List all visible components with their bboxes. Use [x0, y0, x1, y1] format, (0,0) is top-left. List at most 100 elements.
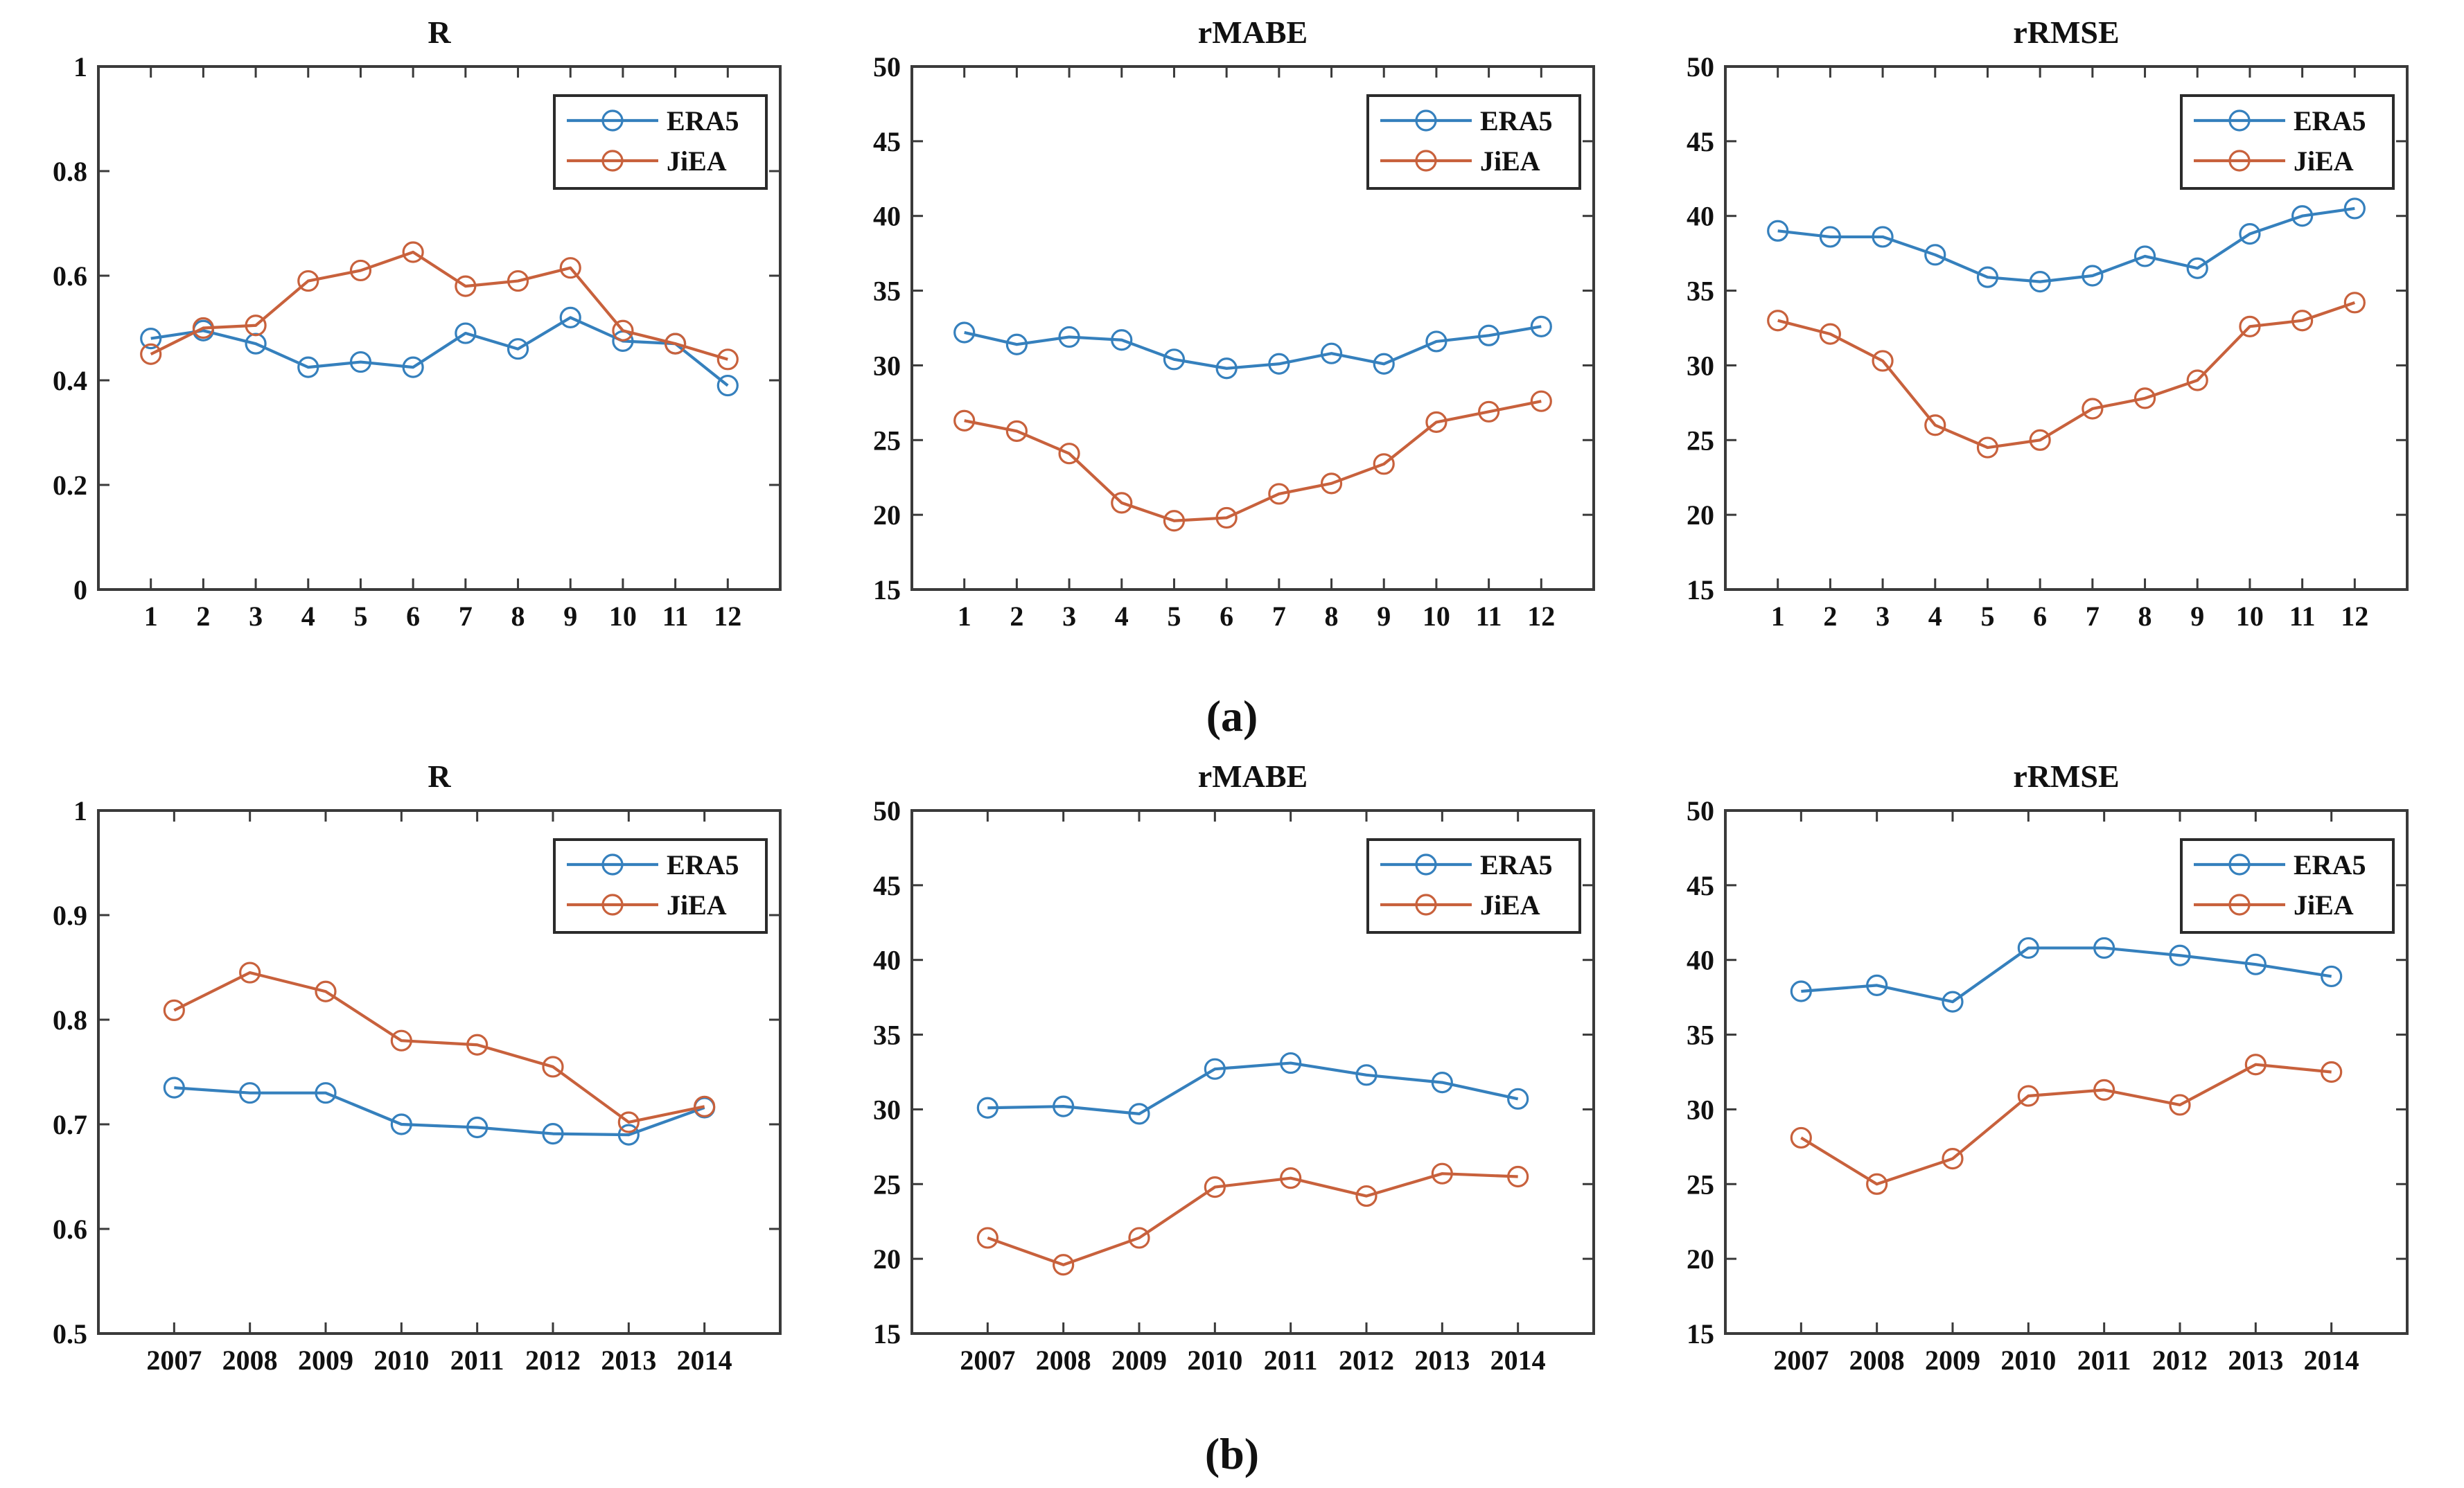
x-tick-label: 2010 [373, 1345, 429, 1376]
data-marker-era5 [1530, 315, 1552, 337]
data-marker-jiea [1507, 1165, 1529, 1188]
data-marker-era5 [617, 1124, 640, 1146]
data-marker-jiea [1163, 510, 1186, 532]
x-tick-label: 2 [1010, 601, 1023, 632]
y-tick-label: 30 [1687, 1094, 1714, 1125]
data-marker-era5 [466, 1116, 489, 1139]
data-marker-jiea [2169, 1094, 2191, 1116]
y-tick-label: 45 [1687, 126, 1714, 157]
x-tick-label: 8 [2138, 601, 2152, 632]
legend-label: JiEA [1480, 145, 1540, 177]
panel-row-b: R 2007 2008 2009 2010 2011 2012 2013 2014 0.5 0.6 0… [0, 748, 2464, 1434]
data-marker-jiea [612, 319, 634, 342]
data-marker-era5 [716, 374, 739, 397]
series-line-era5 [987, 1061, 1519, 1116]
x-tick-label: 1 [1771, 601, 1785, 632]
data-marker-jiea [2017, 1085, 2039, 1107]
x-tick-label: 2012 [1339, 1345, 1394, 1376]
x-tick-label: 2 [1823, 601, 1837, 632]
x-tick-label: 5 [1980, 601, 1994, 632]
data-marker-era5 [239, 1082, 261, 1104]
data-marker-jiea [976, 1227, 998, 1249]
data-marker-jiea [953, 409, 976, 432]
x-tick-label: 5 [353, 601, 367, 632]
data-marker-era5 [2093, 937, 2115, 959]
data-marker-jiea [1767, 310, 1789, 332]
data-marker-era5 [2133, 245, 2156, 267]
y-tick-label: 0.4 [53, 365, 87, 396]
y-tick-label: 0.9 [53, 900, 87, 931]
legend-box [2180, 838, 2395, 934]
y-tick-label: 20 [873, 1243, 901, 1275]
data-marker-jiea [2133, 387, 2156, 409]
data-marker-jiea [2321, 1061, 2343, 1083]
x-tick-label: 12 [2341, 601, 2368, 632]
y-tick-label: 35 [1687, 276, 1714, 307]
x-tick-label: 6 [406, 601, 420, 632]
data-marker-jiea [2343, 292, 2366, 314]
x-tick-label: 2013 [2228, 1345, 2283, 1376]
x-tick-label: 2011 [2077, 1345, 2131, 1376]
x-tick-label: 7 [459, 601, 473, 632]
x-tick-label: 9 [2190, 601, 2204, 632]
panel-label-b: (b) [1204, 1429, 1260, 1478]
data-marker-era5 [297, 356, 319, 378]
data-marker-era5 [2239, 223, 2261, 245]
data-marker-jiea [163, 999, 185, 1022]
data-marker-era5 [2186, 257, 2208, 279]
data-marker-jiea [542, 1056, 564, 1078]
x-tick-label: 2011 [450, 1345, 504, 1376]
legend-marker [601, 853, 624, 876]
legend-box [2180, 94, 2395, 190]
data-marker-jiea [1268, 483, 1290, 505]
chart-rmabe-yearly: rMABE 2007 2008 2009 2010 2011 2012 2013 2014 15 2… [837, 748, 1627, 1434]
x-tick-label: 8 [1325, 601, 1339, 632]
y-tick-label: 40 [873, 201, 901, 232]
y-tick-label: 35 [873, 1020, 901, 1051]
series-jiea [1767, 292, 2366, 459]
legend-box [1366, 838, 1581, 934]
plot-frame [910, 809, 1595, 1335]
y-tick-label: 0 [73, 574, 87, 605]
data-marker-jiea [1478, 400, 1500, 423]
y-tick-label: 45 [873, 870, 901, 901]
x-tick-label: 2007 [146, 1345, 202, 1376]
data-marker-era5 [1204, 1058, 1226, 1080]
data-marker-jiea [1976, 436, 1999, 459]
data-marker-jiea [1053, 1254, 1075, 1276]
x-tick-label: 2014 [2304, 1345, 2359, 1376]
series-line-jiea [173, 971, 705, 1124]
data-marker-jiea [1425, 411, 1447, 434]
data-marker-jiea [1530, 390, 1552, 412]
y-tick-label: 45 [1687, 870, 1714, 901]
data-marker-jiea [140, 343, 162, 365]
data-marker-jiea [2291, 310, 2314, 332]
chart-title: rMABE [1198, 15, 1308, 50]
x-tick-label: 2014 [677, 1345, 732, 1376]
x-tick-label: 2009 [1925, 1345, 1980, 1376]
data-marker-jiea [1005, 420, 1028, 442]
axis-ticks [912, 65, 1594, 591]
data-marker-era5 [1425, 330, 1447, 353]
data-marker-jiea [1942, 1148, 1964, 1170]
legend: ERA5 JiEA [553, 94, 768, 190]
data-marker-era5 [2291, 205, 2314, 227]
series-line-jiea [987, 1172, 1518, 1266]
y-tick-label: 50 [1687, 795, 1714, 826]
legend-label: JiEA [667, 145, 727, 177]
panel-row-a: R 1 2 3 4 5 6 7 8 9 10 11 12 0 0.2 0.4 0.6 0.8 1 ERA5 JiEA r… [0, 4, 2464, 690]
data-marker-era5 [1005, 333, 1028, 355]
data-marker-jiea [1204, 1176, 1226, 1198]
x-tick-label: 2014 [1490, 1345, 1546, 1376]
data-marker-jiea [297, 269, 319, 292]
data-marker-era5 [2244, 953, 2267, 975]
legend-marker [2228, 109, 2251, 132]
y-tick-label: 40 [873, 945, 901, 976]
y-tick-label: 15 [1687, 1318, 1714, 1349]
chart-r-monthly: R 1 2 3 4 5 6 7 8 9 10 11 12 0 0.2 0.4 0.6 0.8 1 ERA5 JiEA [24, 4, 813, 690]
y-tick-label: 40 [1687, 201, 1714, 232]
series-jiea [163, 962, 716, 1133]
legend-marker [2228, 150, 2251, 172]
